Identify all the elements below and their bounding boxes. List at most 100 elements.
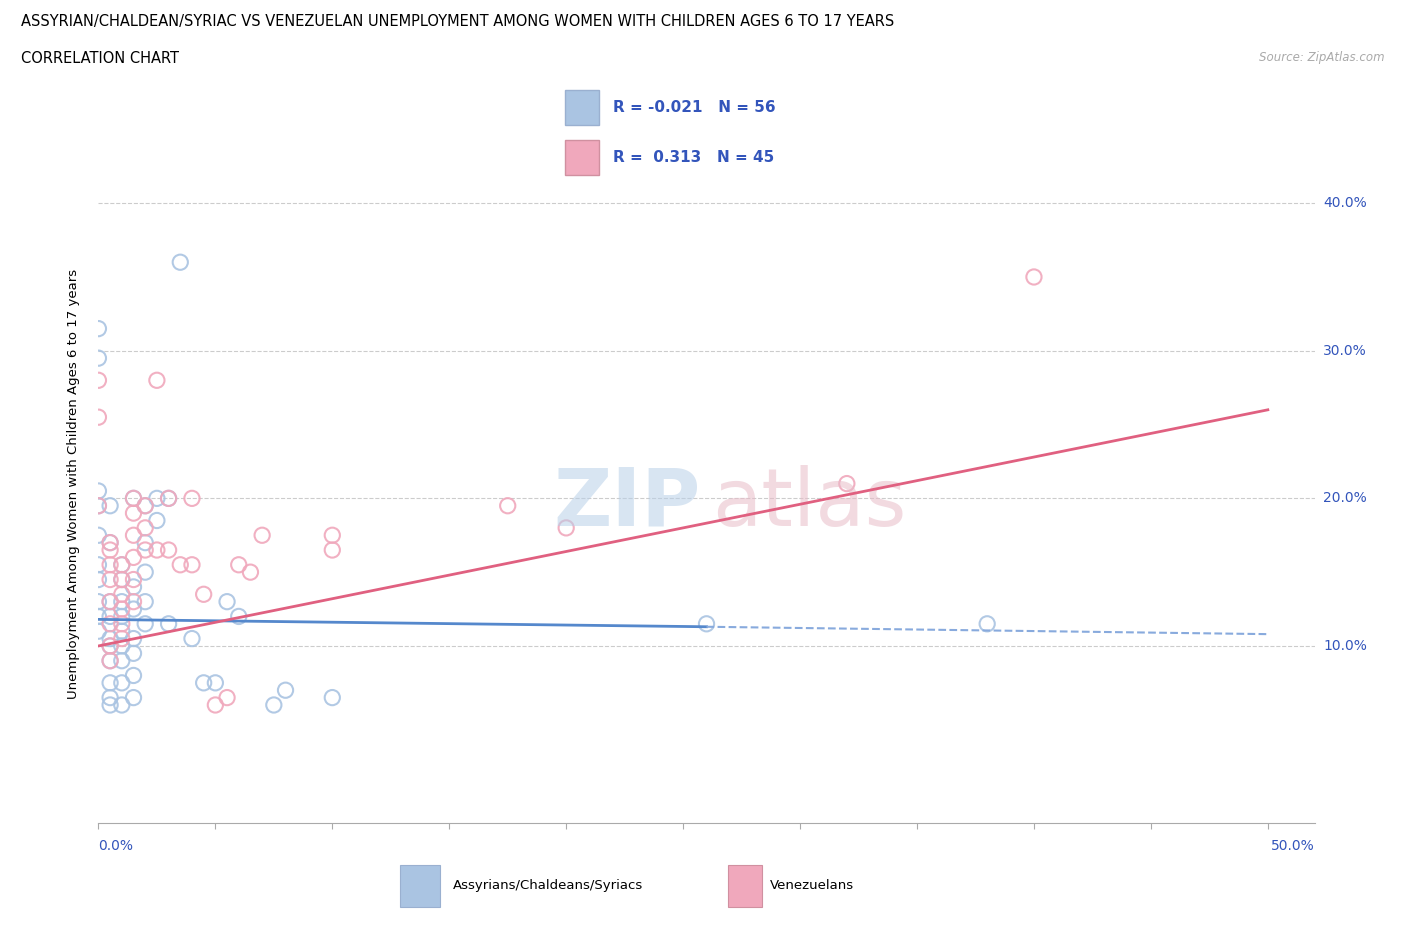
Point bbox=[111, 653, 134, 668]
Point bbox=[98, 594, 121, 609]
Point bbox=[98, 631, 121, 646]
Point bbox=[87, 609, 110, 624]
Point bbox=[496, 498, 519, 513]
Point bbox=[146, 373, 169, 388]
Point bbox=[87, 557, 110, 572]
Point bbox=[134, 535, 156, 550]
Point bbox=[250, 528, 273, 543]
Point bbox=[181, 631, 204, 646]
Point bbox=[134, 498, 156, 513]
Point bbox=[111, 587, 134, 602]
Point bbox=[98, 698, 121, 712]
Point bbox=[321, 528, 343, 543]
Point bbox=[122, 491, 145, 506]
Point bbox=[122, 491, 145, 506]
Point bbox=[835, 476, 858, 491]
Point bbox=[976, 617, 998, 631]
Point bbox=[98, 542, 121, 557]
Text: 50.0%: 50.0% bbox=[1271, 839, 1315, 853]
Point bbox=[87, 484, 110, 498]
Text: ZIP: ZIP bbox=[553, 465, 700, 543]
Text: ASSYRIAN/CHALDEAN/SYRIAC VS VENEZUELAN UNEMPLOYMENT AMONG WOMEN WITH CHILDREN AG: ASSYRIAN/CHALDEAN/SYRIAC VS VENEZUELAN U… bbox=[21, 14, 894, 29]
Point bbox=[98, 639, 121, 654]
Point bbox=[111, 639, 134, 654]
Point bbox=[122, 631, 145, 646]
Point bbox=[122, 690, 145, 705]
Point bbox=[181, 491, 204, 506]
Point bbox=[122, 594, 145, 609]
Point bbox=[87, 498, 110, 513]
Point bbox=[98, 617, 121, 631]
Point bbox=[181, 557, 204, 572]
Point bbox=[169, 255, 191, 270]
Point bbox=[87, 594, 110, 609]
Text: Source: ZipAtlas.com: Source: ZipAtlas.com bbox=[1260, 51, 1385, 64]
Text: 0.0%: 0.0% bbox=[98, 839, 134, 853]
Point bbox=[228, 557, 250, 572]
Point bbox=[87, 373, 110, 388]
Point bbox=[134, 498, 156, 513]
Point bbox=[134, 565, 156, 579]
Point bbox=[87, 351, 110, 365]
FancyBboxPatch shape bbox=[399, 865, 440, 907]
Point bbox=[122, 579, 145, 594]
Point bbox=[157, 542, 180, 557]
Point bbox=[193, 587, 215, 602]
FancyBboxPatch shape bbox=[565, 90, 599, 125]
Point bbox=[146, 513, 169, 528]
Text: atlas: atlas bbox=[713, 465, 907, 543]
Text: 40.0%: 40.0% bbox=[1323, 196, 1367, 210]
Point bbox=[87, 498, 110, 513]
Point bbox=[215, 690, 238, 705]
Point bbox=[87, 572, 110, 587]
Text: 30.0%: 30.0% bbox=[1323, 344, 1367, 358]
Point bbox=[215, 594, 238, 609]
Point bbox=[111, 631, 134, 646]
Point bbox=[111, 675, 134, 690]
Point bbox=[111, 557, 134, 572]
Point bbox=[122, 528, 145, 543]
Text: 10.0%: 10.0% bbox=[1323, 639, 1367, 653]
Point bbox=[98, 675, 121, 690]
Point bbox=[204, 675, 226, 690]
Point bbox=[98, 535, 121, 550]
Point bbox=[111, 624, 134, 639]
Point bbox=[111, 617, 134, 631]
Text: CORRELATION CHART: CORRELATION CHART bbox=[21, 51, 179, 66]
Point bbox=[87, 410, 110, 425]
Point bbox=[98, 498, 121, 513]
Point bbox=[239, 565, 262, 579]
Point bbox=[98, 557, 121, 572]
Point bbox=[321, 690, 343, 705]
Point bbox=[193, 675, 215, 690]
Point bbox=[157, 491, 180, 506]
Point bbox=[555, 521, 578, 536]
Point bbox=[122, 506, 145, 521]
Point bbox=[146, 542, 169, 557]
Point bbox=[87, 528, 110, 543]
Point bbox=[87, 624, 110, 639]
Point bbox=[228, 609, 250, 624]
Point bbox=[111, 572, 134, 587]
Point bbox=[98, 639, 121, 654]
Point bbox=[157, 617, 180, 631]
Point bbox=[111, 572, 134, 587]
Text: Venezuelans: Venezuelans bbox=[770, 880, 853, 892]
Point bbox=[98, 572, 121, 587]
Point bbox=[122, 668, 145, 683]
Point bbox=[98, 653, 121, 668]
Point bbox=[134, 617, 156, 631]
Point bbox=[157, 491, 180, 506]
Point bbox=[122, 646, 145, 661]
Point bbox=[111, 602, 134, 617]
FancyBboxPatch shape bbox=[565, 140, 599, 175]
Point bbox=[111, 698, 134, 712]
Point bbox=[695, 617, 717, 631]
Text: 20.0%: 20.0% bbox=[1323, 491, 1367, 505]
Point bbox=[321, 542, 343, 557]
Point bbox=[111, 594, 134, 609]
Point bbox=[98, 609, 121, 624]
Text: R = -0.021   N = 56: R = -0.021 N = 56 bbox=[613, 100, 775, 115]
Point bbox=[111, 609, 134, 624]
Point bbox=[98, 594, 121, 609]
